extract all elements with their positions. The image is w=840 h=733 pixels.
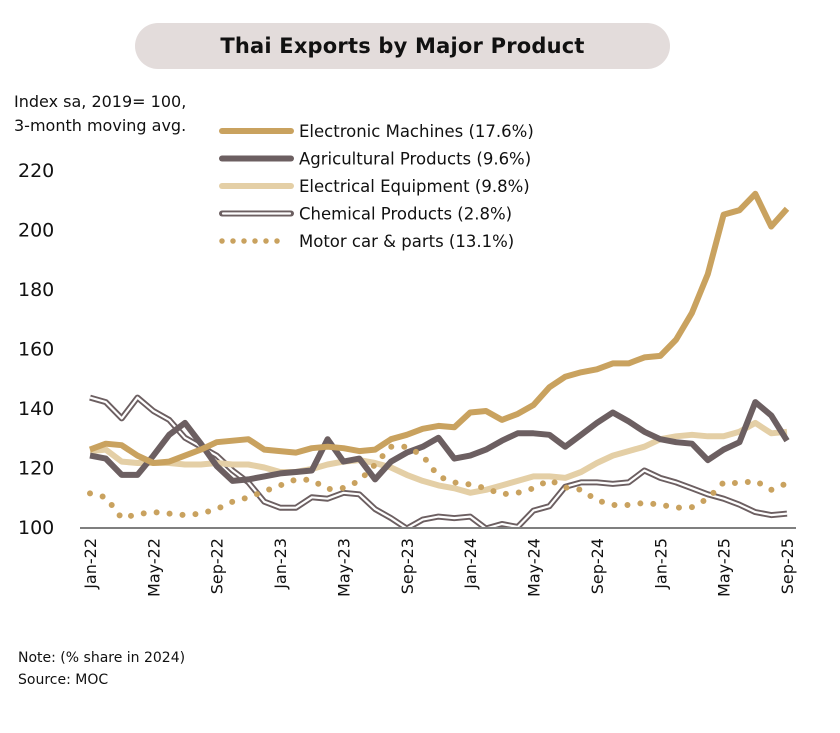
series-line-electronic-machines bbox=[88, 190, 790, 466]
legend-label: Electrical Equipment (9.8%) bbox=[299, 177, 530, 196]
x-tick-label: Jan-24 bbox=[461, 538, 480, 590]
x-tick-label: May-23 bbox=[334, 538, 353, 597]
x-tick-label: May-25 bbox=[715, 538, 734, 597]
source-text: Source: MOC bbox=[18, 672, 109, 688]
y-tick-label: 140 bbox=[18, 398, 54, 420]
chart-title: Thai Exports by Major Product bbox=[135, 23, 670, 69]
x-tick-label: May-22 bbox=[144, 538, 163, 597]
series-line-motor-car-parts bbox=[87, 443, 790, 522]
legend-label: Motor car & parts (13.1%) bbox=[299, 232, 514, 251]
x-tick-label: Jan-22 bbox=[81, 538, 100, 590]
series-line-electrical-equipment bbox=[89, 419, 788, 496]
legend-label: Chemical Products (2.8%) bbox=[299, 205, 512, 224]
x-tick-label: Sep-23 bbox=[398, 538, 417, 594]
y-tick-label: 220 bbox=[18, 160, 54, 182]
x-tick-label: May-24 bbox=[525, 538, 544, 597]
y-tick-label: 120 bbox=[18, 458, 54, 480]
y-tick-label: 160 bbox=[18, 339, 54, 361]
x-tick-label: Jan-23 bbox=[271, 538, 290, 590]
y-tick-label: 200 bbox=[18, 220, 54, 242]
y-tick-label: 100 bbox=[18, 517, 54, 539]
y-tick-label: 180 bbox=[18, 279, 54, 301]
y-axis-label-line-1: Index sa, 2019= 100, bbox=[14, 92, 187, 111]
x-tick-label: Sep-25 bbox=[778, 538, 797, 594]
series-line-agricultural-products bbox=[89, 399, 790, 484]
x-tick-label: Sep-24 bbox=[588, 538, 607, 594]
legend-label: Electronic Machines (17.6%) bbox=[299, 122, 534, 141]
x-tick-label: Jan-25 bbox=[651, 538, 670, 590]
y-axis-label-line-2: 3-month moving avg. bbox=[14, 116, 187, 135]
legend-label: Agricultural Products (9.6%) bbox=[299, 150, 531, 169]
note-text: Note: (% share in 2024) bbox=[18, 650, 186, 666]
x-tick-label: Sep-22 bbox=[208, 538, 227, 594]
